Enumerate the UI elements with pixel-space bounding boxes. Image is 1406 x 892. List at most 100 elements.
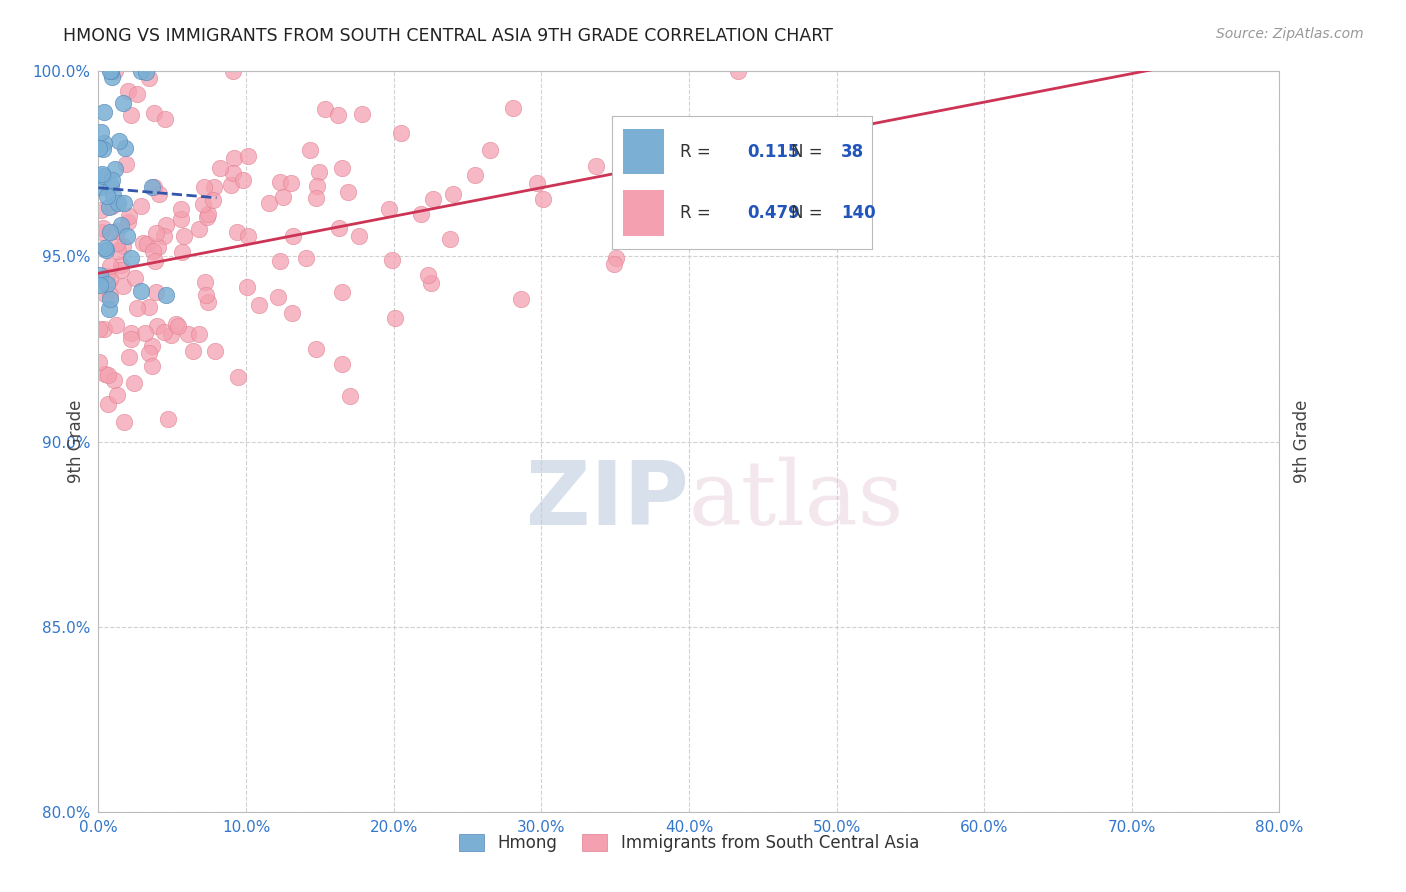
Text: atlas: atlas [689,457,904,544]
Point [98,259,121,273]
Point [177,327,200,342]
Point [153,326,176,340]
Point [104,162,127,177]
Point [135,65,157,79]
Point [125,301,148,315]
Point [141,339,163,353]
Point [526,176,548,190]
Point [94,286,117,301]
Point [219,178,242,193]
Point [232,173,254,187]
Point [419,277,441,291]
Point [93,105,115,120]
Point [131,236,153,251]
Point [96,243,118,257]
Point [89,321,111,335]
Point [160,327,183,342]
Point [222,166,245,180]
Point [280,176,302,190]
Point [305,342,328,356]
Point [439,232,461,246]
Point [197,207,219,221]
Point [209,161,232,175]
Point [269,175,291,189]
Point [114,141,136,155]
Point [100,64,122,78]
Text: Source: ZipAtlas.com: Source: ZipAtlas.com [1216,27,1364,41]
Point [138,70,160,85]
Point [142,106,165,120]
Point [107,134,129,148]
Point [112,239,135,253]
Point [238,229,260,244]
Point [112,196,135,211]
Point [105,388,128,402]
Point [727,64,749,78]
Point [91,220,114,235]
Point [87,141,110,155]
Point [129,285,152,299]
Point [142,244,165,259]
Point [170,245,193,260]
Point [110,218,132,232]
Text: HMONG VS IMMIGRANTS FROM SOUTH CENTRAL ASIA 9TH GRADE CORRELATION CHART: HMONG VS IMMIGRANTS FROM SOUTH CENTRAL A… [63,27,834,45]
Point [153,112,176,127]
Point [120,108,142,122]
Point [281,228,304,243]
Point [378,202,401,216]
Point [148,186,170,201]
Point [156,412,179,426]
Point [585,160,607,174]
Point [308,165,330,179]
Point [122,376,145,390]
Point [298,143,321,157]
Point [145,319,167,334]
Point [101,70,124,84]
Point [129,64,152,78]
Point [381,252,404,267]
Point [96,277,118,292]
Point [195,211,218,225]
Point [195,287,218,301]
Point [330,285,353,299]
Point [152,228,174,243]
Point [201,193,224,207]
Point [110,263,132,277]
Point [91,225,114,239]
Point [117,215,139,229]
Point [120,326,142,340]
Point [326,107,349,121]
Point [125,87,148,101]
Point [236,149,259,163]
Point [193,180,215,194]
Point [173,228,195,243]
Point [117,209,139,223]
Point [197,294,219,309]
Point [314,102,336,116]
Point [328,220,350,235]
Point [138,345,160,359]
Point [105,223,128,237]
Point [117,84,139,98]
Point [510,292,533,306]
Point [145,285,167,299]
Point [155,288,177,302]
Point [531,192,554,206]
Point [97,368,120,382]
Point [614,143,637,157]
Point [112,416,135,430]
Point [155,218,177,232]
Point [143,254,166,268]
Point [91,169,114,184]
Point [257,195,280,210]
Point [97,397,120,411]
Point [330,357,353,371]
Point [129,199,152,213]
Point [93,322,115,336]
Point [145,227,167,241]
Point [96,188,118,202]
Point [167,318,190,333]
Point [170,211,193,226]
Point [124,270,146,285]
Point [347,228,370,243]
